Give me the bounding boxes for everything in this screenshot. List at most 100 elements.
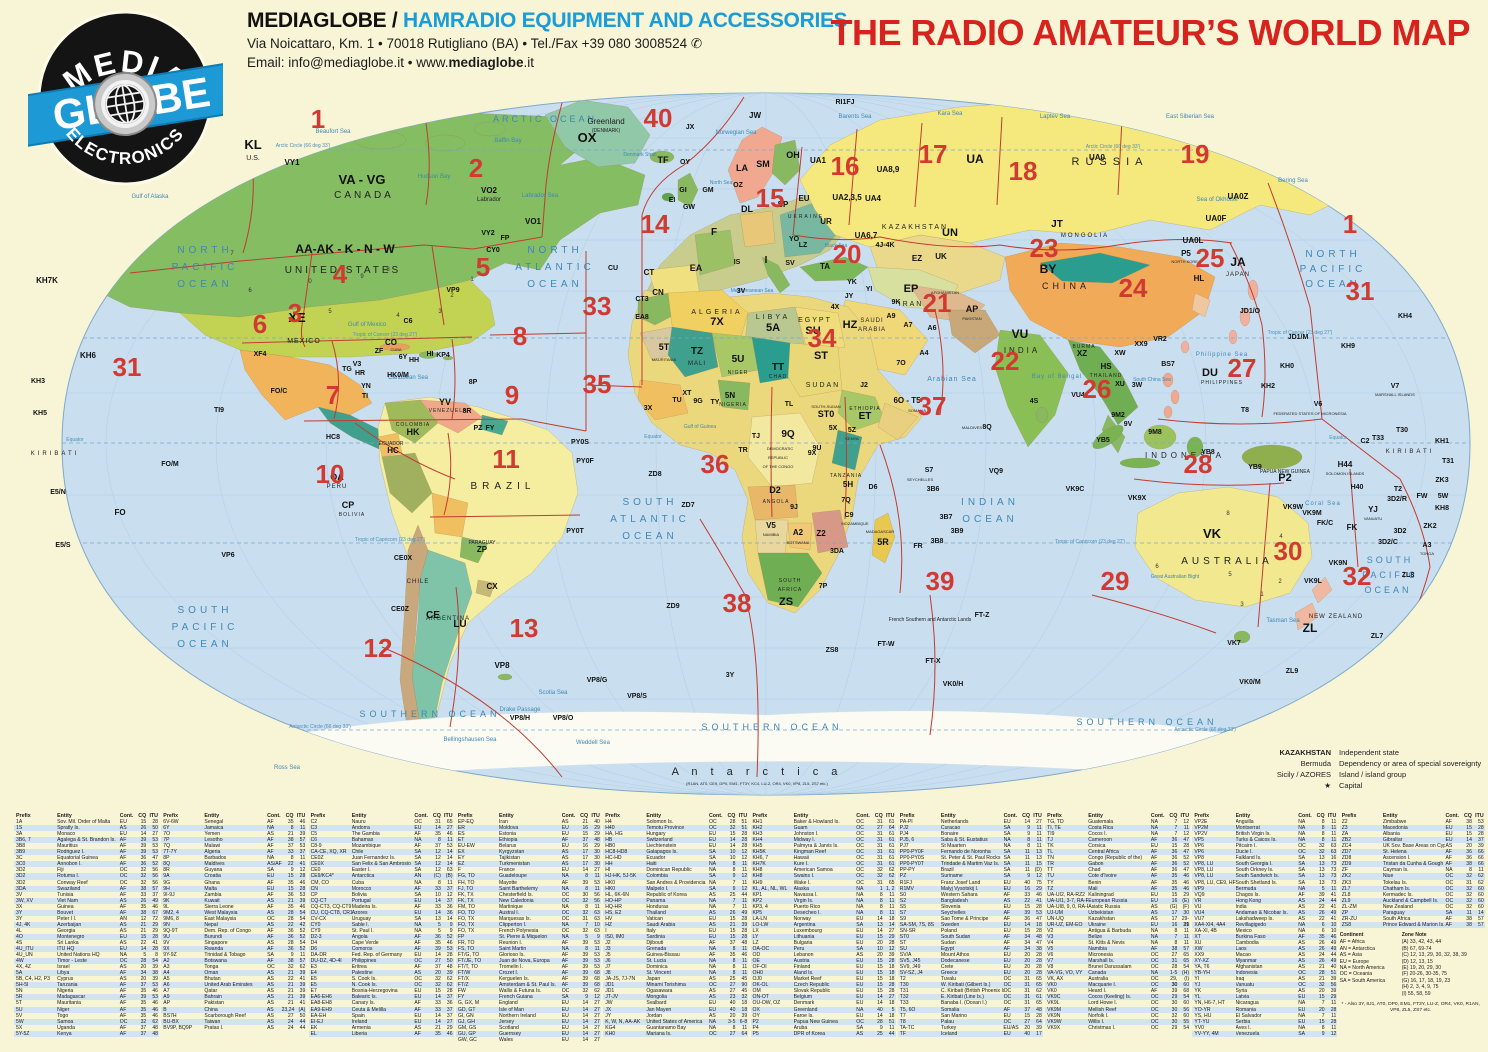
sea-labels: ARCTIC OCEANNORTHATLANTICOCEANNORTHPACIF… [131, 111, 1414, 771]
cell-entity: Estonia [499, 831, 517, 838]
country-label: ARABIA [858, 327, 886, 333]
prefix-label: VK9W [1283, 504, 1304, 511]
table-row: FW Wallis & Futuna Is. OC 32 62 [456, 988, 601, 994]
cell-prefix: ZL8 [1341, 891, 1351, 898]
cell-entity: Bulgaria [793, 939, 813, 946]
cell-entity: St Maarten [940, 843, 966, 850]
cell-entity: South Sudan [940, 933, 971, 940]
table-header-row: Prefix Entity Cont. CQ ITU [14, 813, 159, 819]
cell-continent: SA [414, 855, 422, 862]
cell-entity: Sweden [940, 921, 960, 928]
prefix-label: AP [966, 304, 979, 314]
call-area-digit: 3 [1240, 602, 1244, 608]
cell-cq: 12 [435, 849, 441, 856]
cell-prefix: PP0-PY0T [899, 861, 924, 868]
country-label: AUSTRALIA [1181, 556, 1273, 567]
prefix-label: FK/C [1317, 520, 1333, 527]
prefix-label: TL [785, 401, 794, 408]
table-row: 3A Monaco EU 14 27 [14, 831, 159, 837]
cell-itu: 53 [1478, 819, 1484, 826]
table-row: AP Pakistan AS 21 41 [161, 1000, 306, 1006]
cell-continent: SA [1003, 831, 1011, 838]
cell-cq: 27 [877, 825, 883, 832]
prefix-label: AA-AK - K - N - W [295, 242, 395, 256]
cell-itu: 27 [446, 825, 453, 832]
cell-entity: Peru [793, 946, 805, 953]
cell-continent: EU [856, 915, 864, 922]
cell-prefix: J5 [605, 952, 611, 959]
call-area-digit: 7 [230, 251, 234, 257]
table-row: P2 Papua New Guinea OC 28 51 [750, 1018, 896, 1025]
cell-prefix: KH3 [752, 831, 763, 838]
table-row: EU-EW Belarus EU 16 29 [456, 843, 601, 849]
cell-prefix: C3 [310, 825, 318, 832]
cell-cq: 31 [877, 861, 883, 868]
company-line: MEDIAGLOBE / HAMRADIO EQUIPMENT AND ACCE… [247, 8, 848, 34]
cell-continent: AF [708, 939, 716, 946]
cell-itu: 61 [888, 837, 895, 844]
cell-prefix: JA-JS, 7J-7N [605, 976, 636, 983]
cell-prefix: 5H-5I [16, 982, 29, 989]
cell-prefix: 9X [163, 946, 170, 953]
cell-continent: AF [119, 843, 127, 850]
cell-entity: Ethiopia [499, 837, 518, 844]
cell-prefix: Z3 [1341, 825, 1348, 832]
cell-cq: 40 [729, 1000, 736, 1007]
cell-cq: 29, 30 [1170, 976, 1178, 989]
cell-cq: 15 [582, 831, 589, 838]
cell-continent: SA [1003, 849, 1011, 856]
cell-cq: 36 [1171, 837, 1178, 844]
prefix-label: TF [658, 155, 669, 165]
table-row: T8 Palau OC 27 64 [897, 1018, 1043, 1025]
sea-label: Bering Sea [1278, 178, 1308, 184]
table-row: BS7H Scarborough Reef AS 27 50 [161, 1013, 306, 1019]
cell-cq: 38 [1466, 861, 1472, 868]
header-cell-cq: CQ [1316, 813, 1325, 819]
cell-entity: Temotu Province [646, 825, 685, 832]
cell-prefix: 3Y [16, 909, 23, 916]
cell-prefix: OD [752, 952, 761, 959]
cell-cq: 37 [1024, 1006, 1031, 1013]
cell-prefix: OF-OI [752, 964, 767, 971]
cell-prefix: ZC4 [1341, 843, 1352, 850]
cell-itu: 11 [889, 897, 895, 904]
table-row: EA8-EH8 Canary Is. AF 33 36 [309, 1000, 454, 1006]
cell-entity: Finland [793, 964, 811, 971]
cell-itu: 62 [446, 976, 453, 983]
cell-entity: Tristan da Cunha & Gough I. [1382, 861, 1446, 868]
table-row: KH9 Wake I. OC 31 65 [751, 880, 896, 886]
cell-prefix: E5 [310, 976, 317, 983]
cell-entity: Kyrgyzstan [499, 849, 525, 856]
cell-itu: 11 [594, 873, 600, 880]
cell-cq: 14 [1466, 837, 1472, 844]
cell-cq: 20 [877, 952, 883, 959]
table-row: E3 Eritrea AF 37 48 [309, 964, 454, 970]
table-row: 3D2 Rotuma I. OC 32 56 [14, 873, 159, 880]
prefix-label: 5A [766, 322, 780, 334]
cell-continent: AF [267, 819, 274, 826]
cell-continent: EU [561, 1012, 569, 1019]
prefix-label: 3DA [830, 548, 844, 555]
prefix-label: VK0/H [943, 681, 964, 688]
cell-itu: 72 [152, 915, 158, 922]
cell-itu: 29 [1036, 885, 1042, 892]
table-row: C6 Bahamas NA 8 11 [308, 837, 454, 844]
table-row: FR, TO Reunion I. AF 39 53 [456, 940, 601, 946]
cell-itu: 28 [1036, 964, 1042, 971]
table-row: 4W Timor - Leste OC 28 54 [14, 958, 159, 965]
cell-continent: OC [856, 831, 864, 838]
cell-cq: 8 [1174, 939, 1178, 946]
cell-prefix: KH0 [605, 1030, 616, 1037]
cell-cq: 20 [1024, 964, 1031, 971]
cell-prefix: ZL9 [1341, 897, 1351, 904]
cell-cq: 36 [1171, 867, 1178, 874]
table-row: T7 San Marino EU 15 28 [898, 1013, 1043, 1019]
call-area-digit: 8 [1226, 511, 1230, 517]
cell-prefix: D4 [310, 939, 318, 946]
cell-cq: 28 [140, 958, 147, 965]
cell-continent: EU [708, 933, 717, 940]
cell-prefix: TL [1047, 849, 1054, 856]
cell-continent: AS [1150, 915, 1158, 922]
cell-itu: 29 [152, 921, 158, 928]
cell-prefix: FR, TO [457, 939, 475, 946]
